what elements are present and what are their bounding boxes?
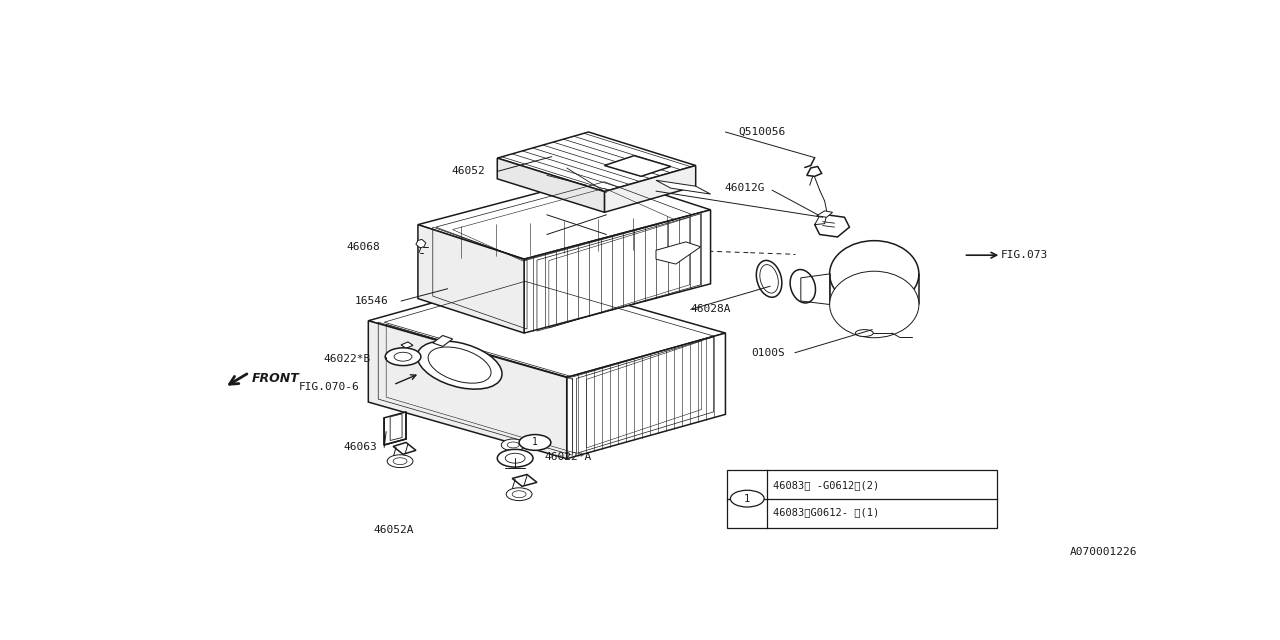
Ellipse shape xyxy=(417,341,502,389)
Text: 0100S: 0100S xyxy=(751,348,785,358)
Ellipse shape xyxy=(760,264,778,293)
Text: 46052A: 46052A xyxy=(374,525,413,535)
Circle shape xyxy=(506,453,525,463)
Polygon shape xyxy=(401,350,416,359)
Polygon shape xyxy=(801,274,829,305)
Ellipse shape xyxy=(829,271,919,338)
Polygon shape xyxy=(369,321,567,459)
Text: 22680: 22680 xyxy=(612,186,646,196)
Text: 46083（ -G0612）(2): 46083（ -G0612）(2) xyxy=(773,480,879,490)
Circle shape xyxy=(497,449,532,467)
Text: FIG.070-6: FIG.070-6 xyxy=(300,382,360,392)
Text: FRONT: FRONT xyxy=(251,372,300,385)
Text: 46012G: 46012G xyxy=(724,182,765,193)
Polygon shape xyxy=(433,335,453,346)
Polygon shape xyxy=(567,333,726,459)
Circle shape xyxy=(520,435,550,451)
Polygon shape xyxy=(657,180,710,194)
Polygon shape xyxy=(417,225,524,333)
Circle shape xyxy=(387,455,413,468)
Polygon shape xyxy=(806,166,822,177)
Text: Q510056: Q510056 xyxy=(739,127,786,137)
Polygon shape xyxy=(390,414,402,440)
Polygon shape xyxy=(369,276,726,378)
Polygon shape xyxy=(384,412,406,445)
Text: 46022*B: 46022*B xyxy=(324,354,371,364)
Polygon shape xyxy=(416,239,426,248)
Text: 46052: 46052 xyxy=(452,166,485,177)
Polygon shape xyxy=(417,175,710,259)
Polygon shape xyxy=(604,166,696,212)
Text: 1: 1 xyxy=(744,493,750,504)
FancyBboxPatch shape xyxy=(727,470,997,528)
Text: 16546: 16546 xyxy=(355,296,388,306)
Text: 46083（G0612- ）(1): 46083（G0612- ）(1) xyxy=(773,508,879,518)
Text: 46022*A: 46022*A xyxy=(545,452,593,462)
Text: 46068: 46068 xyxy=(347,242,380,252)
Ellipse shape xyxy=(855,330,873,337)
Polygon shape xyxy=(393,442,416,454)
Polygon shape xyxy=(817,211,832,217)
Polygon shape xyxy=(512,474,538,486)
Text: 46063: 46063 xyxy=(343,442,378,452)
Circle shape xyxy=(502,439,525,451)
Ellipse shape xyxy=(428,347,492,383)
Text: A070001226: A070001226 xyxy=(1070,547,1137,557)
Polygon shape xyxy=(498,158,604,212)
Polygon shape xyxy=(524,210,710,333)
Circle shape xyxy=(394,352,412,361)
Circle shape xyxy=(731,490,764,507)
Polygon shape xyxy=(657,242,700,264)
Ellipse shape xyxy=(756,260,782,297)
Circle shape xyxy=(512,491,526,498)
Text: FIG.073: FIG.073 xyxy=(1001,250,1048,260)
Polygon shape xyxy=(815,215,827,225)
Circle shape xyxy=(385,348,421,365)
Ellipse shape xyxy=(829,241,919,307)
Polygon shape xyxy=(815,215,850,237)
Circle shape xyxy=(393,458,407,465)
Text: 1: 1 xyxy=(532,438,538,447)
Polygon shape xyxy=(401,342,413,348)
Polygon shape xyxy=(604,156,671,177)
Text: 46028A: 46028A xyxy=(691,305,731,314)
Circle shape xyxy=(506,488,532,500)
Circle shape xyxy=(507,442,520,448)
Polygon shape xyxy=(498,132,696,191)
